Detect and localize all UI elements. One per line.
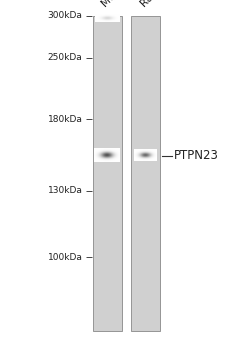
Text: 300kDa: 300kDa xyxy=(47,11,82,20)
Text: 100kDa: 100kDa xyxy=(47,253,82,262)
Text: Mouse eye: Mouse eye xyxy=(100,0,146,9)
Text: PTPN23: PTPN23 xyxy=(173,149,218,162)
Text: Rat kidney: Rat kidney xyxy=(139,0,185,9)
Bar xyxy=(92,16,122,331)
Text: 130kDa: 130kDa xyxy=(47,186,82,195)
Bar xyxy=(130,16,160,331)
Text: 250kDa: 250kDa xyxy=(47,53,82,62)
Text: 180kDa: 180kDa xyxy=(47,114,82,124)
